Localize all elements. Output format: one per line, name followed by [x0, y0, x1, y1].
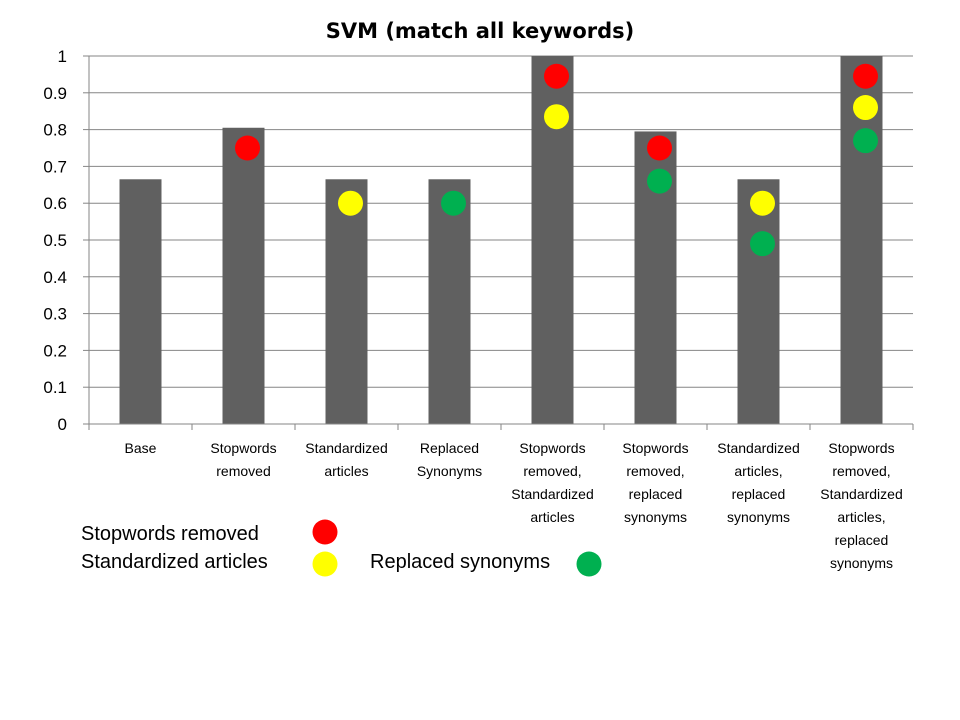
y-tick-label: 0.6	[43, 194, 67, 213]
y-tick-label: 0	[58, 415, 67, 434]
legend-label: Replaced synonyms	[370, 551, 550, 573]
legend-marker	[576, 551, 602, 577]
marker-dot	[750, 190, 775, 216]
legend-label: Standardized articles	[81, 551, 268, 573]
x-axis-labels: Base Stopwords removed Standardized articles…	[125, 440, 903, 571]
x-tick-label: Standardized articles, replaced synonyms	[717, 440, 800, 525]
bar	[222, 127, 265, 424]
x-tick-label: Base	[125, 440, 157, 456]
markers	[235, 63, 878, 257]
bar	[119, 179, 162, 424]
x-axis	[88, 56, 914, 430]
legend-label: Stopwords removed	[81, 523, 259, 545]
x-tick-label: Stopwords removed, Standardized articles, re…	[820, 440, 903, 571]
marker-dot	[338, 190, 363, 216]
x-tick-label: Standardized articles	[305, 440, 388, 479]
gridlines	[89, 55, 913, 388]
chart-title: SVM (match all keywords)	[326, 19, 635, 43]
y-tick-label: 0.1	[43, 378, 67, 397]
marker-dot	[853, 128, 878, 154]
y-tick-label: 0.3	[43, 305, 67, 324]
x-tick-label: Stopwords removed, Standardized articles	[511, 440, 594, 525]
y-tick-label: 1	[58, 47, 67, 66]
marker-dot	[750, 231, 775, 257]
y-tick-label: 0.4	[43, 268, 67, 287]
y-tick-label: 0.7	[43, 157, 67, 176]
marker-dot	[544, 63, 569, 89]
x-tick-label: Stopwords removed	[210, 440, 276, 479]
x-tick-label: Stopwords removed, replaced synonyms	[622, 440, 688, 525]
bar	[428, 179, 471, 424]
marker-dot	[853, 63, 878, 89]
bar	[325, 179, 368, 424]
marker-dot	[441, 190, 466, 216]
bar	[737, 179, 780, 424]
marker-dot	[647, 168, 672, 194]
marker-dot	[853, 95, 878, 121]
bars	[119, 56, 883, 424]
y-axis-ticks: 0 0.1 0.2 0.3 0.4 0.5 0.6 0.7 0.8 0.9 1	[43, 47, 89, 434]
legend-marker	[312, 519, 338, 545]
x-tick-label: Replaced Synonyms	[417, 440, 482, 479]
marker-dot	[235, 135, 260, 161]
y-tick-label: 0.9	[43, 84, 67, 103]
legend-marker	[312, 551, 338, 577]
y-tick-label: 0.5	[43, 231, 67, 250]
marker-dot	[544, 104, 569, 130]
marker-dot	[647, 135, 672, 161]
y-tick-label: 0.8	[43, 121, 67, 140]
legend: Stopwords removed Standardized articles Re…	[81, 519, 602, 577]
y-tick-label: 0.2	[43, 341, 67, 360]
